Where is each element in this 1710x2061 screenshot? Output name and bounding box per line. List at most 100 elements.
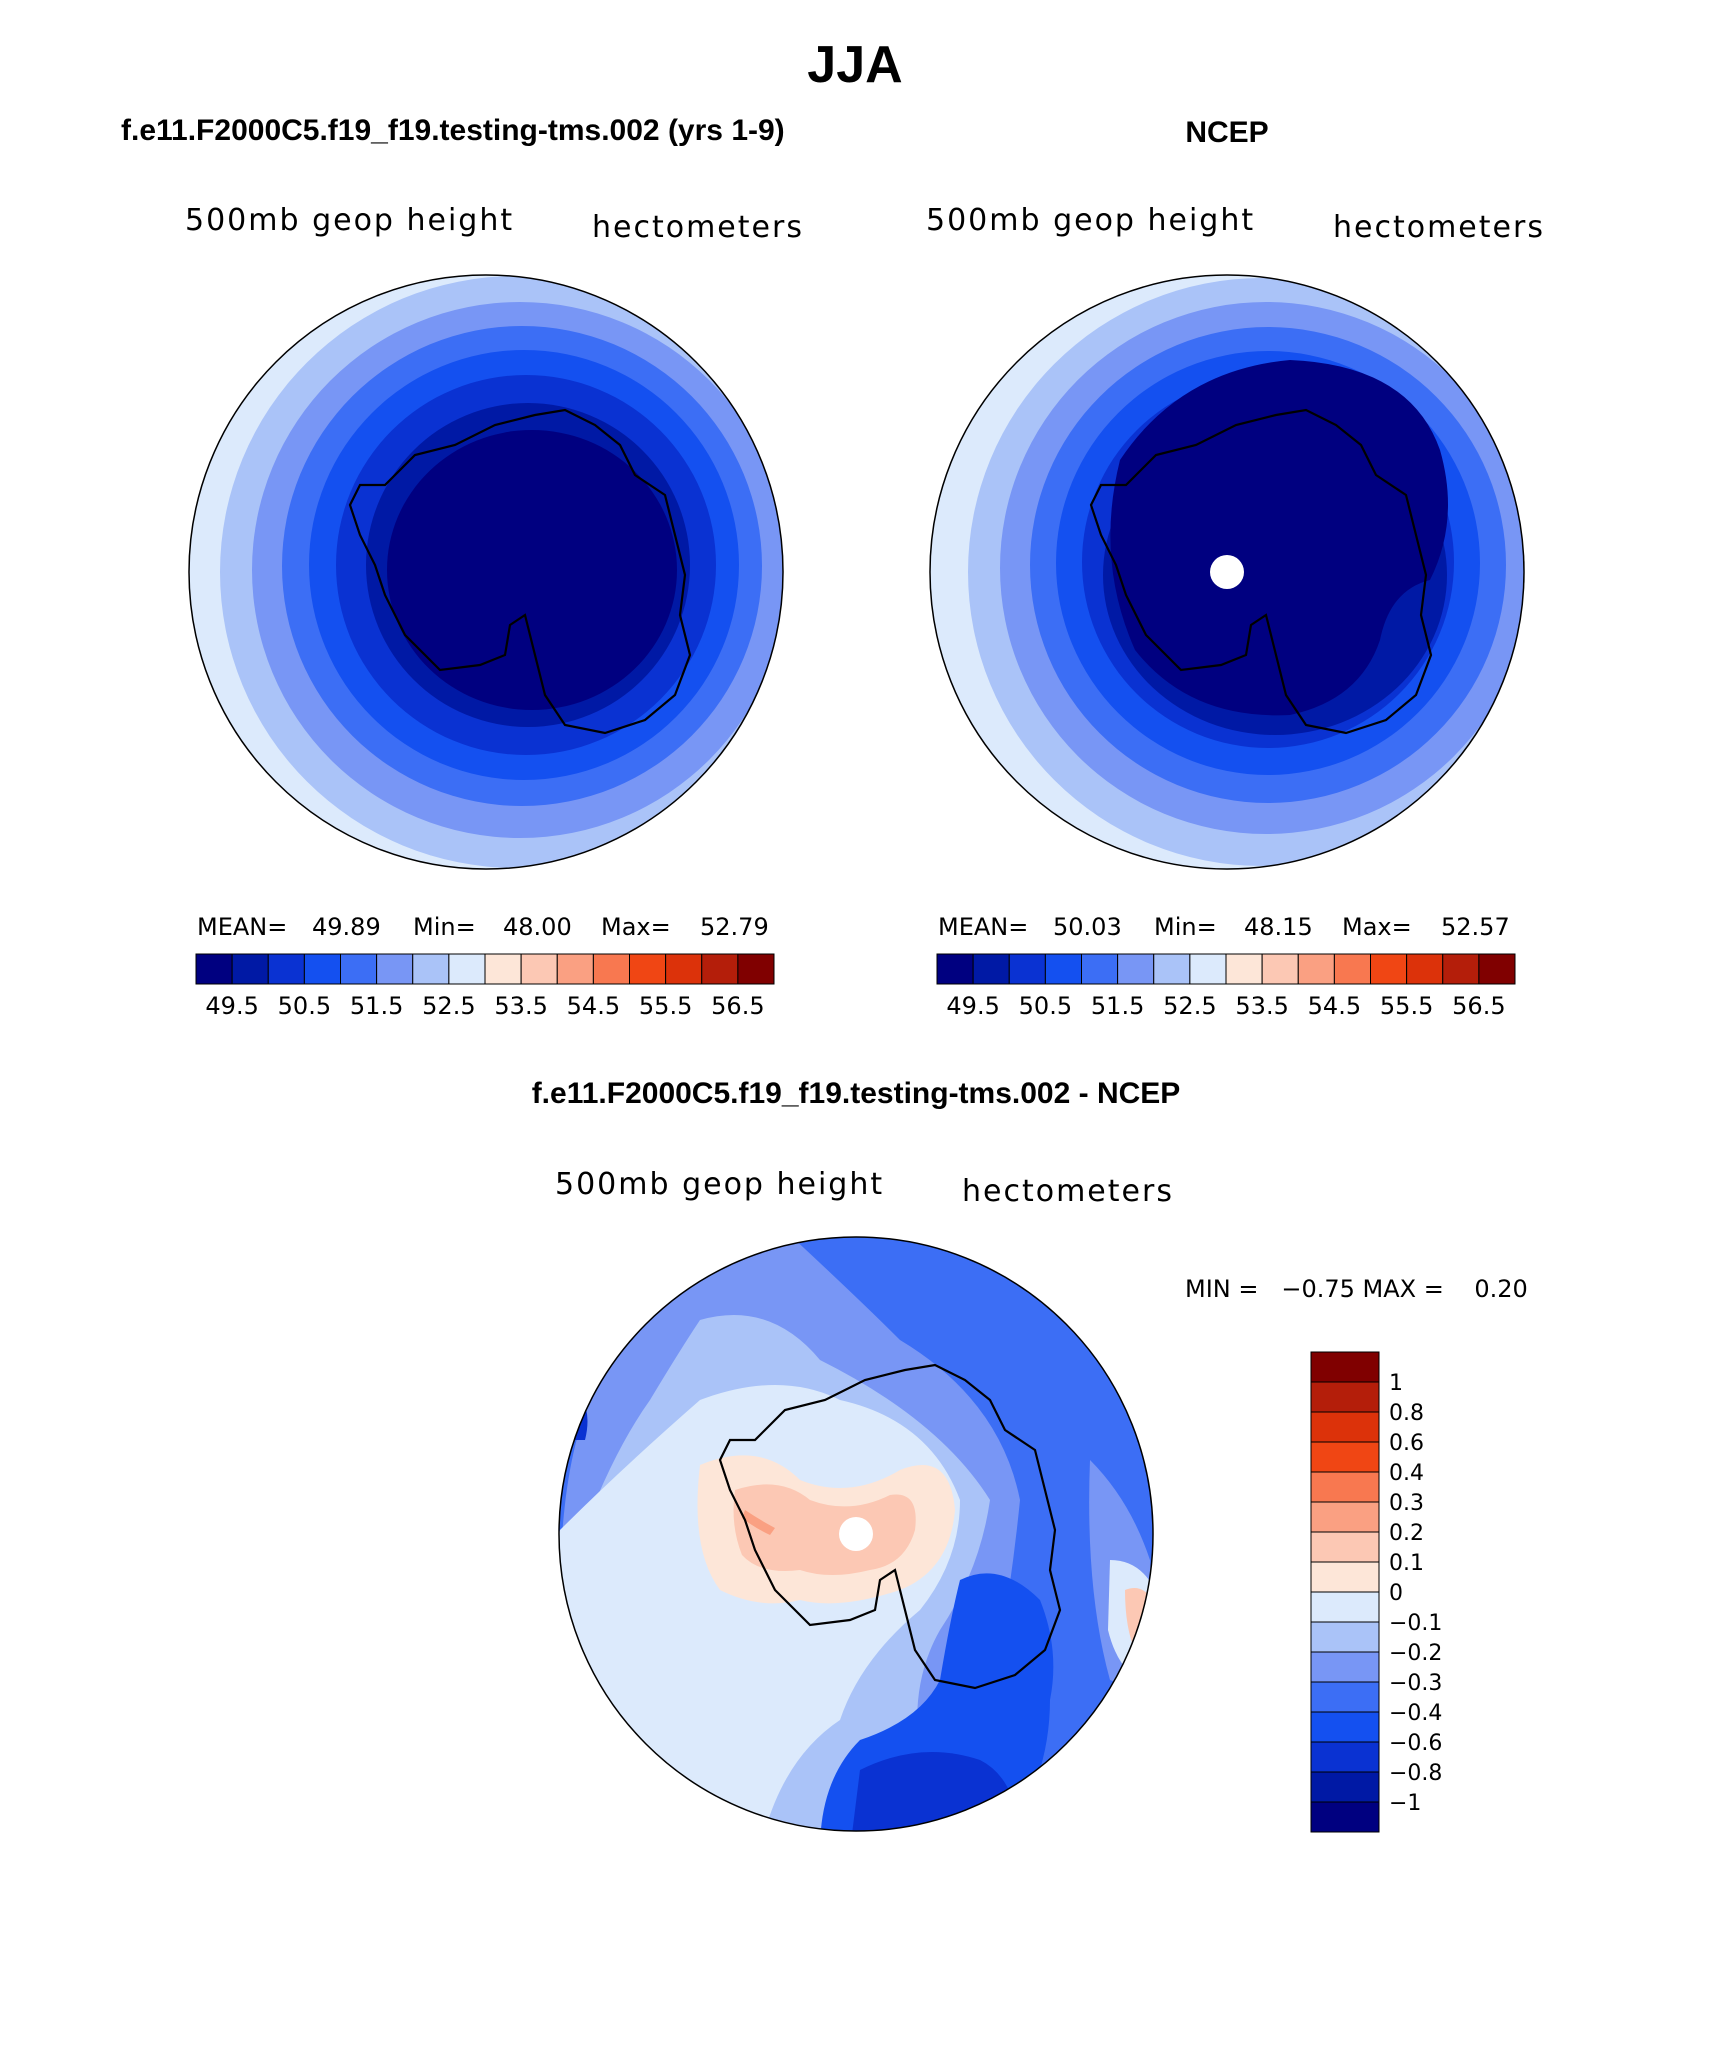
panel-model: f.e11.F2000C5.f19_f19.testing-tms.002 (y… bbox=[121, 114, 804, 1020]
panel-difference-title: f.e11.F2000C5.f19_f19.testing-tms.002 - … bbox=[532, 1077, 1181, 1110]
colorbar-box bbox=[303, 953, 341, 985]
colorbar-box bbox=[701, 953, 739, 985]
colorbar-box bbox=[1333, 953, 1371, 985]
colorbar-box bbox=[1189, 953, 1227, 985]
colorbar-box bbox=[592, 953, 630, 985]
colorbar-box bbox=[629, 953, 667, 985]
stat-min-label: Min= bbox=[1154, 913, 1217, 941]
panel-model-stats: MEAN= 49.89 Min= 48.00 Max= 52.79 bbox=[197, 913, 769, 941]
colorbar-tick-label: 56.5 bbox=[711, 992, 764, 1020]
colorbar-box bbox=[376, 953, 414, 985]
panel-ncep-colorbar: 49.5 50.5 51.5 52.5 53.5 54.5 55.5 56.5 bbox=[936, 953, 1516, 1020]
colorbar-tick-label: 50.5 bbox=[1019, 992, 1072, 1020]
colorbar-box bbox=[1310, 1771, 1380, 1803]
map-fill-band bbox=[560, 1380, 588, 1440]
colorbar-box bbox=[1478, 953, 1516, 985]
colorbar-box bbox=[1406, 953, 1444, 985]
colorbar-box bbox=[484, 953, 522, 985]
colorbar-box bbox=[1310, 1741, 1380, 1773]
stat-mean-value: 50.03 bbox=[1053, 913, 1122, 941]
colorbar-box bbox=[665, 953, 703, 985]
panel-difference-units-label: hectometers bbox=[962, 1174, 1174, 1209]
colorbar-tick-label: 54.5 bbox=[1308, 992, 1361, 1020]
colorbar-tick-label: −0.2 bbox=[1389, 1641, 1442, 1666]
panel-ncep-map bbox=[930, 275, 1524, 869]
colorbar-box bbox=[1261, 953, 1299, 985]
colorbar-tick-label: 0.2 bbox=[1389, 1521, 1424, 1546]
colorbar-tick-label: 53.5 bbox=[494, 992, 547, 1020]
colorbar-tick-label: 55.5 bbox=[1380, 992, 1433, 1020]
colorbar-box bbox=[1370, 953, 1408, 985]
colorbar-box bbox=[972, 953, 1010, 985]
colorbar-box bbox=[520, 953, 558, 985]
pole-hole bbox=[839, 1517, 873, 1551]
colorbar-tick-label: 56.5 bbox=[1452, 992, 1505, 1020]
stat-max-label: Max= bbox=[601, 913, 671, 941]
stat-max-value: 52.57 bbox=[1441, 913, 1510, 941]
panel-ncep-units-label: hectometers bbox=[1333, 210, 1545, 245]
colorbar-box bbox=[1225, 953, 1263, 985]
panel-ncep-variable-label: 500mb geop height bbox=[926, 203, 1255, 238]
colorbar-tick-label: −0.6 bbox=[1389, 1731, 1442, 1756]
panel-difference-variable-label: 500mb geop height bbox=[555, 1167, 884, 1202]
colorbar-box bbox=[1310, 1351, 1380, 1383]
stat-max-value: 52.79 bbox=[700, 913, 769, 941]
stat-max-label: Max= bbox=[1342, 913, 1412, 941]
colorbar-tick-label: 49.5 bbox=[946, 992, 999, 1020]
map-boundary-circle bbox=[188, 274, 784, 870]
colorbar-box bbox=[1310, 1501, 1380, 1533]
colorbar-tick-label: −1 bbox=[1389, 1791, 1421, 1816]
colorbar-tick-label: 54.5 bbox=[567, 992, 620, 1020]
colorbar-box bbox=[1008, 953, 1046, 985]
colorbar-box bbox=[936, 953, 974, 985]
colorbar-tick-label: 0.4 bbox=[1389, 1461, 1424, 1486]
panel-difference-map bbox=[559, 1237, 1153, 1831]
colorbar-tick-label: 52.5 bbox=[422, 992, 475, 1020]
panel-difference-colorbar: 1 0.8 0.6 0.4 0.3 0.2 0.1 0 −0.1 −0.2 −0.3 −0.4 −0.6… bbox=[1310, 1351, 1442, 1833]
colorbar-box bbox=[231, 953, 269, 985]
colorbar-box bbox=[1310, 1801, 1380, 1833]
colorbar-box bbox=[1310, 1561, 1380, 1593]
colorbar-tick-label: 53.5 bbox=[1235, 992, 1288, 1020]
colorbar-box bbox=[1081, 953, 1119, 985]
colorbar-tick-label: 52.5 bbox=[1163, 992, 1216, 1020]
colorbar-box bbox=[1310, 1471, 1380, 1503]
panel-model-title: f.e11.F2000C5.f19_f19.testing-tms.002 (y… bbox=[121, 114, 785, 147]
panel-model-map bbox=[189, 275, 783, 869]
map-fill-band bbox=[1125, 1588, 1153, 1680]
stat-mean-value: 49.89 bbox=[312, 913, 381, 941]
stat-min-label: Min= bbox=[413, 913, 476, 941]
colorbar-box bbox=[1310, 1381, 1380, 1413]
colorbar-tick-label: 51.5 bbox=[350, 992, 403, 1020]
colorbar-box bbox=[1310, 1711, 1380, 1743]
colorbar-tick-label: −0.1 bbox=[1389, 1611, 1442, 1636]
colorbar-box bbox=[412, 953, 450, 985]
colorbar-tick-label: 1 bbox=[1389, 1371, 1403, 1396]
colorbar-box bbox=[267, 953, 305, 985]
panel-ncep-stats: MEAN= 50.03 Min= 48.15 Max= 52.57 bbox=[938, 913, 1510, 941]
panel-model-units-label: hectometers bbox=[592, 210, 804, 245]
colorbar-tick-label: −0.8 bbox=[1389, 1761, 1442, 1786]
panel-difference: f.e11.F2000C5.f19_f19.testing-tms.002 - … bbox=[532, 1077, 1528, 1833]
panel-ncep: NCEP 500mb geop height hectometers MEAN=… bbox=[926, 116, 1545, 1020]
colorbar-tick-label: −0.4 bbox=[1389, 1701, 1442, 1726]
colorbar-box bbox=[737, 953, 775, 985]
pole-hole bbox=[1210, 555, 1244, 589]
stat-min-value: 48.00 bbox=[503, 913, 572, 941]
map-boundary-circle bbox=[558, 1236, 1154, 1832]
colorbar-box bbox=[1310, 1651, 1380, 1683]
map-fill-band bbox=[733, 1484, 916, 1575]
panel-difference-minmax: MIN = −0.75 MAX = 0.20 bbox=[1185, 1275, 1528, 1303]
colorbar-box bbox=[1297, 953, 1335, 985]
stat-min-value: 48.15 bbox=[1244, 913, 1313, 941]
colorbar-box bbox=[1310, 1531, 1380, 1563]
colorbar-box bbox=[1044, 953, 1082, 985]
colorbar-box bbox=[448, 953, 486, 985]
colorbar-box bbox=[1310, 1621, 1380, 1653]
colorbar-box bbox=[1310, 1591, 1380, 1623]
colorbar-box bbox=[340, 953, 378, 985]
colorbar-tick-label: 0.8 bbox=[1389, 1401, 1424, 1426]
panel-model-colorbar: 49.5 50.5 51.5 52.5 53.5 54.5 55.5 56.5 bbox=[195, 953, 775, 1020]
panel-ncep-title: NCEP bbox=[1185, 116, 1268, 149]
